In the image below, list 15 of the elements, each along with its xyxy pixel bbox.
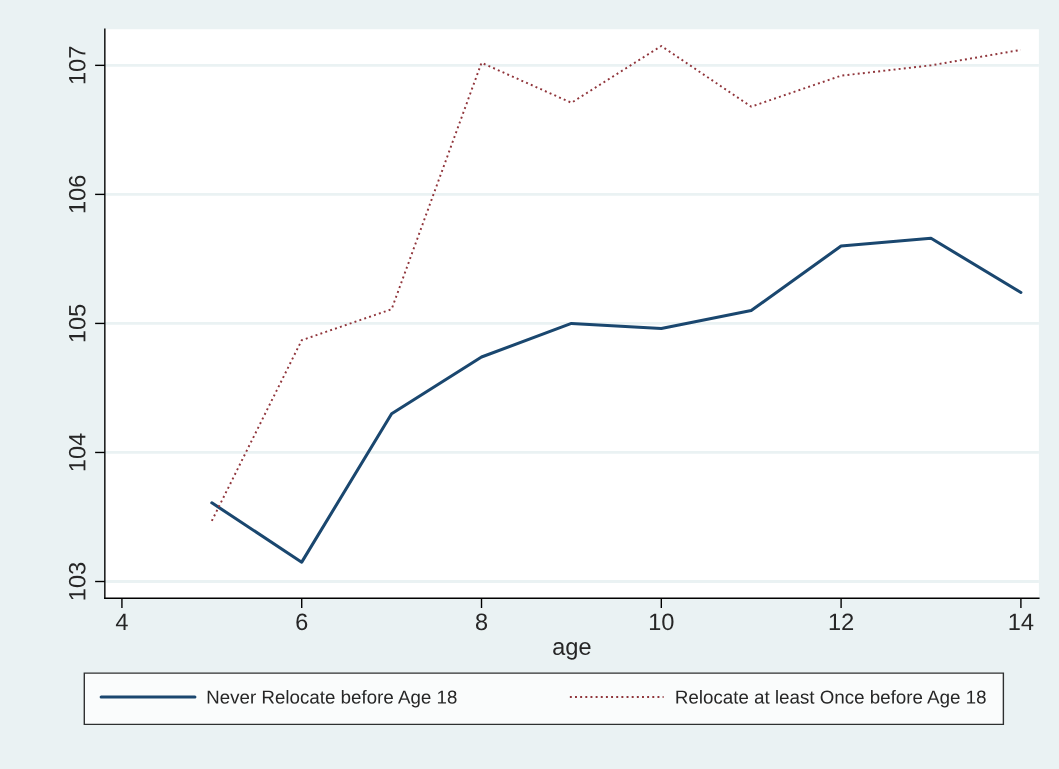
- legend-label: Never Relocate before Age 18: [207, 689, 457, 708]
- y-tick-label: 104: [68, 433, 86, 471]
- x-tick-label: 12: [829, 613, 854, 630]
- x-tick-label: 8: [475, 613, 488, 631]
- legend-label: Relocate at least Once before Age 18: [676, 689, 986, 708]
- x-tick-label: 4: [115, 613, 128, 630]
- x-tick-label: 10: [649, 613, 674, 631]
- y-tick-label: 106: [68, 175, 86, 213]
- y-tick-label: 103: [68, 562, 86, 600]
- x-tick-label: 14: [1009, 613, 1034, 630]
- x-axis-title: age: [553, 642, 591, 660]
- line-series: [210, 236, 1023, 564]
- y-tick-label: 105: [68, 304, 86, 342]
- x-tick-label: 6: [296, 613, 308, 631]
- y-tick-label: 107: [68, 46, 86, 84]
